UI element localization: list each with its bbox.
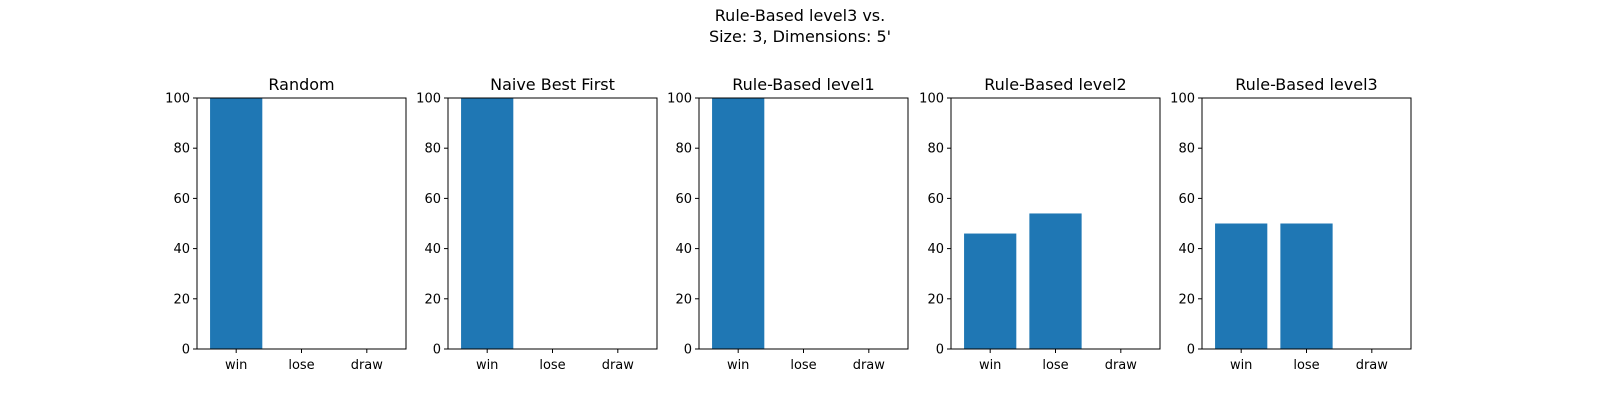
y-tick-label: 40 [675,242,692,257]
y-tick-label: 100 [416,92,441,107]
y-tick-label: 0 [182,343,190,358]
x-tick-label-lose: lose [539,358,565,373]
chart-title: Rule-Based level3 [1235,75,1377,94]
chart-title: Naive Best First [490,75,615,94]
bar-lose [1280,223,1333,349]
y-tick-label: 0 [684,343,692,358]
chart-panel-3: 0 20 40 60 80 100 win lose draw Rule-Based level1 [667,75,909,373]
y-tick-label: 100 [165,92,190,107]
y-tick-label: 100 [1170,92,1195,107]
y-tick-label: 40 [1178,242,1195,257]
bar-win [712,98,765,349]
chart-title: Random [268,75,334,94]
y-tick-label: 20 [1178,292,1195,307]
chart-title: Rule-Based level1 [732,75,874,94]
y-tick-label: 20 [675,292,692,307]
x-tick-label-draw: draw [602,358,635,373]
y-tick-label: 20 [173,292,190,307]
chart-panel-1: 0 20 40 60 80 100 win lose draw Random [165,75,407,373]
bar-win [461,98,514,349]
y-tick-label: 100 [667,92,692,107]
y-tick-label: 60 [675,192,692,207]
y-tick-label: 60 [173,192,190,207]
bar-lose [1029,213,1082,349]
chart-panel-2: 0 20 40 60 80 100 win lose draw Naive Best First [416,75,658,373]
y-tick-label: 60 [927,192,944,207]
x-tick-label-draw: draw [1356,358,1389,373]
x-tick-label-lose: lose [790,358,816,373]
x-tick-label-win: win [1230,358,1252,373]
y-tick-label: 60 [1178,192,1195,207]
x-tick-label-draw: draw [351,358,384,373]
chart-panel-4: 0 20 40 60 80 100 win lose draw Rule-Based level2 [919,75,1161,373]
x-tick-label-draw: draw [1105,358,1138,373]
x-tick-label-win: win [225,358,247,373]
y-tick-label: 60 [424,192,441,207]
y-tick-label: 40 [424,242,441,257]
figure-title-line-2: Size: 3, Dimensions: 5' [708,27,892,46]
y-tick-label: 40 [173,242,190,257]
bar-win [964,233,1017,349]
bar-win [210,98,263,349]
y-tick-label: 80 [173,142,190,157]
y-tick-label: 20 [927,292,944,307]
chart-title: Rule-Based level2 [984,75,1126,94]
y-tick-label: 0 [936,343,944,358]
x-tick-label-win: win [727,358,749,373]
y-tick-label: 80 [424,142,441,157]
y-tick-label: 0 [433,343,441,358]
x-tick-label-draw: draw [853,358,886,373]
x-tick-label-lose: lose [288,358,314,373]
y-tick-label: 80 [1178,142,1195,157]
x-tick-label-lose: lose [1293,358,1319,373]
chart-panel-5: 0 20 40 60 80 100 win lose draw Rule-Based level3 [1170,75,1412,373]
y-tick-label: 40 [927,242,944,257]
figure-title-line-1: Rule-Based level3 vs. [714,6,886,25]
y-tick-label: 0 [1187,343,1195,358]
x-tick-label-win: win [476,358,498,373]
x-tick-label-win: win [979,358,1001,373]
bar-win [1215,223,1268,349]
y-tick-label: 80 [927,142,944,157]
x-tick-label-lose: lose [1042,358,1068,373]
y-tick-label: 100 [919,92,944,107]
y-tick-label: 80 [675,142,692,157]
y-tick-label: 20 [424,292,441,307]
